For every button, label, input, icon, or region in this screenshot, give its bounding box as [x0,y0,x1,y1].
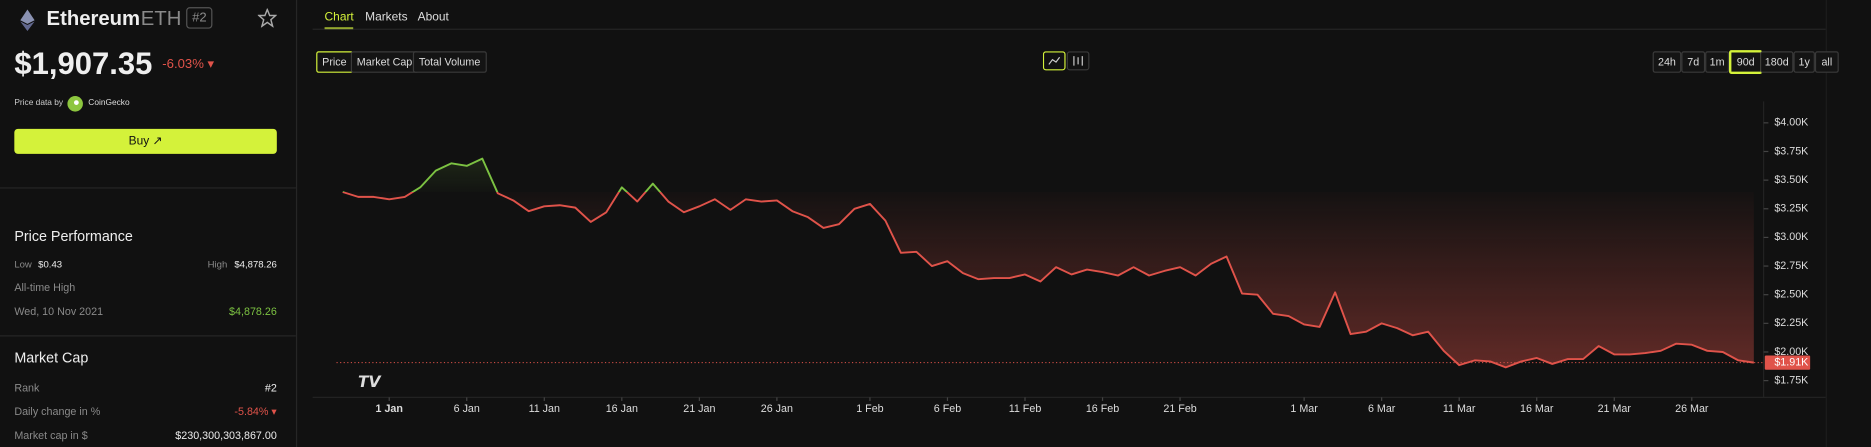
ath-value: $4,878.26 [229,305,277,318]
coin-name: Ethereum [46,7,141,30]
last-price-label: $1.91K [1774,356,1809,368]
x-tick-label: 16 Feb [1086,403,1119,415]
x-tick-label: 6 Mar [1368,403,1396,415]
row-label: Daily change in % [14,405,101,418]
y-tick-label: $3.50K [1774,174,1809,186]
source-label: Price data by [14,99,64,108]
x-tick-label: 11 Mar [1443,403,1476,415]
x-tick-label: 16 Mar [1520,403,1554,415]
tradingview-logo: 𝙏𝙑 [358,374,383,391]
x-tick-label: 1 Mar [1290,403,1318,415]
y-tick-label: $3.00K [1774,231,1809,243]
range-button[interactable]: 90d [1729,50,1763,74]
section-title: Price Performance [14,227,133,245]
last-price-badge [1764,355,1811,370]
panel-divider [295,0,298,447]
section-title: Market Cap [14,349,89,367]
y-tick-label: $3.75K [1774,145,1809,157]
high-label: High [207,258,228,270]
row-value: $230,300,303,867.00 [175,429,277,442]
x-tick-label: 26 Jan [761,403,793,415]
high-value: $4,878.26 [234,258,277,270]
tab[interactable]: Markets [365,10,408,24]
x-tick-label: 1 Jan [376,403,403,415]
eth-icon [20,9,35,32]
x-tick-label: 16 Jan [606,403,638,415]
x-tick-label: 6 Feb [934,403,961,415]
tab[interactable]: About [417,10,449,24]
x-tick-label: 26 Mar [1675,403,1709,415]
tab-divider [312,28,1826,30]
row-value: -5.84% ▾ [234,405,277,418]
row-value: #2 [264,381,277,394]
coin-symbol: ETH [140,7,182,30]
buy-button[interactable]: Buy ↗ [14,128,277,154]
coingecko-logo [67,96,83,112]
range-button[interactable]: 24h [1652,51,1682,73]
metric-button[interactable]: Total Volume [412,51,487,73]
row-label: Market cap in $ [14,429,88,442]
x-tick-label: 21 Feb [1163,403,1196,415]
range-button[interactable]: 180d [1760,51,1794,73]
price-change: -6.03% ▾ [162,57,215,72]
x-tick-label: 11 Jan [529,403,560,415]
source-name: CoinGecko [88,99,130,108]
y-tick-label: $2.25K [1774,317,1809,329]
price-area [342,158,1754,368]
low-label: Low [14,258,32,270]
low-value: $0.43 [38,258,63,270]
range-button[interactable]: all [1814,51,1839,73]
divider [0,187,296,189]
divider [0,335,296,337]
x-tick-label: 1 Feb [856,403,883,415]
favorite-star[interactable] [257,8,277,28]
x-tick-label: 21 Jan [683,403,715,415]
y-tick-label: $2.00K [1774,346,1809,358]
ath-date: Wed, 10 Nov 2021 [14,305,104,318]
ath-label: All-time High [14,281,76,294]
y-tick-label: $2.50K [1774,289,1809,301]
x-tick-label: 21 Mar [1598,403,1632,415]
row-label: Rank [14,381,40,394]
x-tick-label: 6 Jan [454,403,480,415]
x-tick-label: 11 Feb [1009,403,1042,415]
range-button[interactable]: 1y [1793,51,1815,73]
y-tick-label: $1.75K [1774,374,1809,386]
panel-edge [1825,0,1827,447]
y-tick-label: $4.00K [1774,117,1809,129]
buy-label: Buy [128,134,150,148]
y-tick-label: $2.75K [1774,260,1809,272]
rank-badge: #2 [186,7,213,29]
range-button[interactable]: 1m [1705,51,1730,73]
current-price: $1,907.35 [14,45,153,82]
chart-type-toggle[interactable] [1042,51,1091,71]
range-button[interactable]: 7d [1681,51,1706,73]
y-tick-label: $3.25K [1774,203,1809,215]
